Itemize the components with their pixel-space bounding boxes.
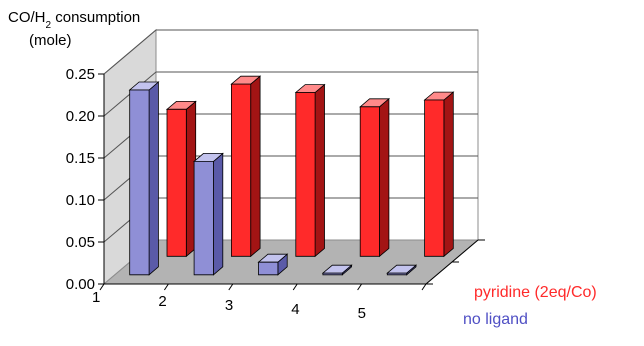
y-axis-label-rest: consumption xyxy=(51,9,140,26)
bar xyxy=(359,97,390,258)
x-tick-mark xyxy=(292,283,298,291)
y-tick-label: 0.20 xyxy=(66,108,95,125)
bar xyxy=(165,100,197,258)
bar-side xyxy=(443,91,454,258)
bar-side xyxy=(213,152,224,276)
bar-front xyxy=(359,106,380,257)
y-tick-label: 0.10 xyxy=(66,192,95,209)
x-tick-label: 5 xyxy=(358,305,366,322)
x-tick-label: 1 xyxy=(92,289,100,306)
bar-front xyxy=(258,261,279,276)
series-label-pyridine: pyridine (2eq/Co) xyxy=(474,284,597,301)
bar xyxy=(257,253,289,276)
y-ticks: 0.00 0.05 0.10 0.15 0.20 0.25 xyxy=(66,66,485,293)
bar-side xyxy=(250,75,261,258)
y-axis-label-main: CO/H xyxy=(8,9,46,26)
x-tick-mark xyxy=(99,283,105,291)
gridline xyxy=(103,29,478,75)
y-axis-label: CO/H2 consumption xyxy=(8,9,140,31)
bar-front xyxy=(322,272,343,276)
bar xyxy=(423,91,455,258)
bar-front xyxy=(295,92,316,257)
y-axis-label-unit: (mole) xyxy=(29,32,72,49)
bar-front xyxy=(386,272,408,276)
bar-side xyxy=(379,97,390,258)
gridline xyxy=(103,71,478,117)
bar xyxy=(193,152,224,276)
x-tick-label: 2 xyxy=(158,293,166,310)
bar-side xyxy=(148,81,159,276)
plot-walls xyxy=(102,28,480,286)
x-tick-mark xyxy=(357,283,363,291)
x-tick-mark xyxy=(421,283,427,291)
bar-front xyxy=(193,160,214,276)
bar-front xyxy=(424,99,445,257)
y-tick-label: 0.25 xyxy=(66,66,95,83)
x-ticks: 1 2 3 4 5 xyxy=(92,283,427,322)
bar xyxy=(128,81,160,276)
bar xyxy=(321,264,353,276)
x-tick-mark xyxy=(163,283,169,291)
bar-front xyxy=(230,83,252,257)
bar xyxy=(386,264,418,276)
series-label-no-ligand: no ligand xyxy=(463,311,528,328)
bar xyxy=(294,83,326,258)
bar-side xyxy=(314,83,325,258)
y-tick-label: 0.00 xyxy=(66,276,95,293)
y-tick-label: 0.15 xyxy=(66,150,95,167)
bar xyxy=(230,75,262,258)
x-tick-mark xyxy=(228,283,234,291)
floor xyxy=(102,239,480,285)
bars xyxy=(128,75,455,276)
x-tick-label: 3 xyxy=(225,297,233,314)
y-tick-label: 0.05 xyxy=(66,234,95,251)
bar-front xyxy=(166,108,187,257)
bar-front xyxy=(129,89,150,276)
y-axis-label-subscript: 2 xyxy=(46,20,52,31)
x-tick-label: 4 xyxy=(291,301,299,318)
